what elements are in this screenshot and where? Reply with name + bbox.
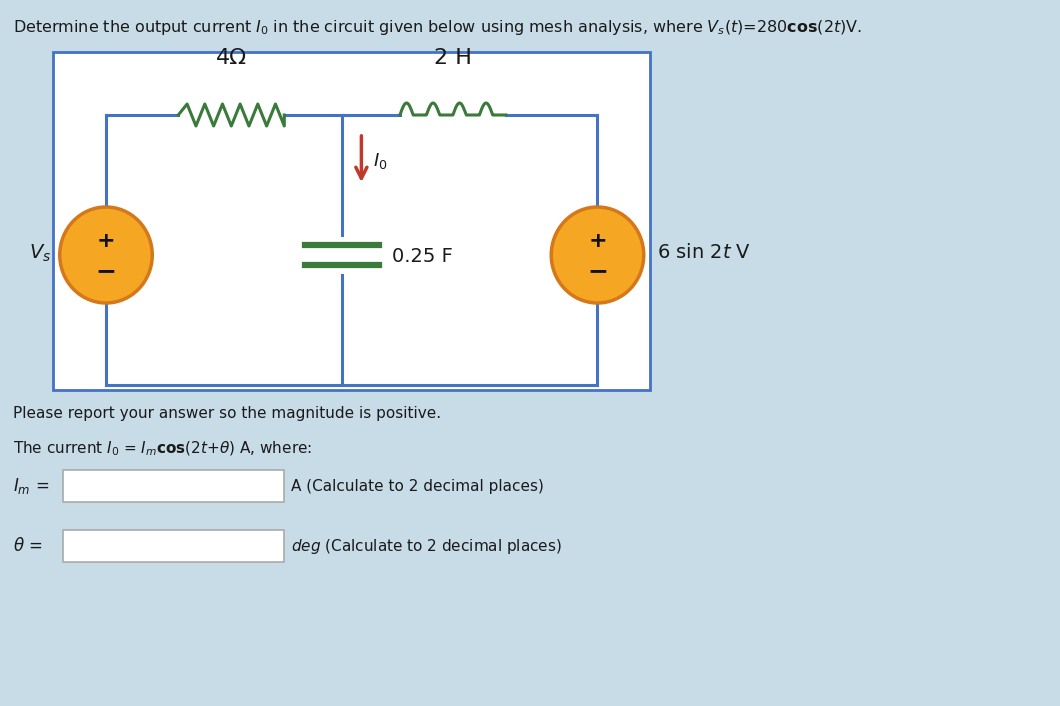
Bar [63, 470, 284, 502]
Text: $I_0$: $I_0$ [373, 151, 388, 171]
Bar [53, 52, 651, 390]
Text: +: + [588, 231, 606, 251]
Text: $I_m$ =: $I_m$ = [14, 476, 50, 496]
Text: 4Ω: 4Ω [216, 48, 247, 68]
Text: The current $I_0$ = $I_m\mathbf{cos}$(2$t$+$\theta$) A, where:: The current $I_0$ = $I_m\mathbf{cos}$(2$… [14, 440, 313, 458]
Circle shape [59, 207, 153, 303]
Text: Determine the output current $I_0$ in the circuit given below using mesh analysi: Determine the output current $I_0$ in th… [14, 18, 863, 37]
Text: $V_s$: $V_s$ [29, 242, 51, 263]
Text: 6 sin 2$t$ V: 6 sin 2$t$ V [657, 244, 752, 263]
Bar [63, 530, 284, 562]
Text: −: − [95, 259, 117, 283]
Text: +: + [96, 231, 116, 251]
Text: 0.25 F: 0.25 F [392, 248, 453, 266]
Text: 2 H: 2 H [434, 48, 472, 68]
Text: $deg$ (Calculate to 2 decimal places): $deg$ (Calculate to 2 decimal places) [292, 537, 562, 556]
Circle shape [551, 207, 643, 303]
Text: −: − [587, 259, 608, 283]
Text: $\theta$ =: $\theta$ = [14, 537, 43, 555]
Text: Please report your answer so the magnitude is positive.: Please report your answer so the magnitu… [14, 406, 442, 421]
Text: A (Calculate to 2 decimal places): A (Calculate to 2 decimal places) [292, 479, 544, 493]
